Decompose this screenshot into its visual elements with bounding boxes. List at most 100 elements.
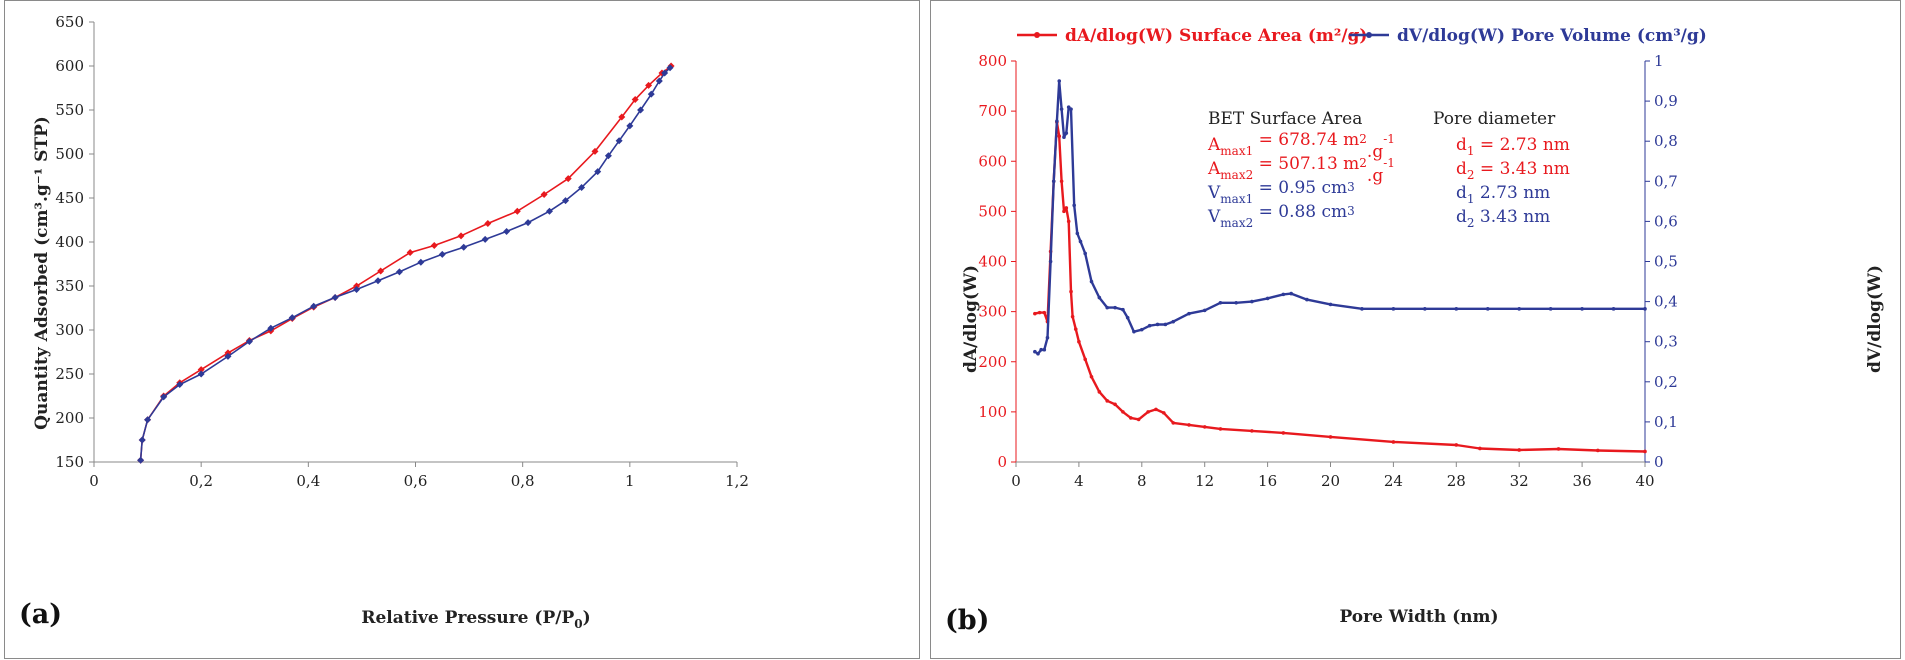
y-tick-label-left-b: 600 xyxy=(978,152,1007,170)
y-tick-label-right-b: 1 xyxy=(1654,52,1664,70)
data-point xyxy=(1089,279,1094,284)
y-tick-label-left-b: 500 xyxy=(978,202,1007,220)
data-point xyxy=(1066,219,1071,224)
data-point xyxy=(1517,307,1521,311)
data-point xyxy=(1083,357,1087,362)
data-point xyxy=(1147,323,1152,328)
data-point xyxy=(1072,203,1076,208)
data-point xyxy=(1073,327,1078,331)
annotation-block: BET Surface Area Pore diameter Amax1 = 6… xyxy=(1207,109,1570,230)
y-axis-label-left-b: dA/dlog(W) xyxy=(961,265,981,373)
data-point xyxy=(1478,446,1482,451)
y-tick-label-left-b: 100 xyxy=(978,403,1007,421)
y-tick-label-right-b: 0,5 xyxy=(1654,253,1678,271)
data-point xyxy=(1250,429,1254,433)
y-tick-label-a: 250 xyxy=(55,365,84,383)
data-point xyxy=(245,337,253,345)
data-point xyxy=(137,456,145,464)
data-point xyxy=(1069,107,1073,111)
y-tick-label-right-b: 0,7 xyxy=(1654,172,1678,190)
data-point xyxy=(288,314,296,322)
data-point xyxy=(406,249,414,257)
bet-header: BET Surface Area xyxy=(1208,109,1362,129)
data-point xyxy=(1048,259,1053,264)
data-point xyxy=(661,69,669,77)
data-point xyxy=(1423,307,1427,311)
data-point xyxy=(1125,315,1130,320)
data-point xyxy=(1218,427,1223,431)
isotherm-chart: 0 0,2 0,4 0,6 0,8 1 1,2 150 200 250 300 350 400 450 50… xyxy=(19,13,749,631)
data-point xyxy=(626,122,634,130)
legend-label-volume: dV/dlog(W) Pore Volume (cm³/g) xyxy=(1397,26,1707,46)
y-tick-label-a: 400 xyxy=(55,233,84,251)
data-point xyxy=(144,416,152,424)
x-tick-label-a: 0,2 xyxy=(189,472,213,490)
annotation-diameter: d2 3.43 nm xyxy=(1456,207,1550,230)
data-point xyxy=(562,197,570,205)
data-point xyxy=(1069,289,1073,294)
data-point xyxy=(1057,134,1062,138)
data-point xyxy=(1250,299,1254,304)
data-point xyxy=(197,370,205,378)
data-point xyxy=(1075,231,1080,236)
series-group-a xyxy=(137,62,675,464)
data-point xyxy=(1039,347,1043,352)
y-axis-label-right-b: dV/dlog(W) xyxy=(1865,265,1885,373)
x-tick-label-b: 32 xyxy=(1510,472,1529,490)
y-tick-label-right-b: 0 xyxy=(1654,453,1664,471)
y-tick-label-right-b: 0,8 xyxy=(1654,132,1678,150)
data-point xyxy=(1105,305,1110,310)
annotation-value: Vmax1 = 0.95 cm3 xyxy=(1207,178,1355,206)
x-tick-label-a: 0 xyxy=(89,472,99,490)
y-tick-label-right-b: 0,2 xyxy=(1654,373,1678,391)
x-tick-label-b: 36 xyxy=(1573,472,1592,490)
x-tick-label-a: 0,4 xyxy=(296,472,320,490)
data-point xyxy=(1132,329,1136,334)
data-point xyxy=(545,207,553,215)
data-point xyxy=(138,436,146,444)
data-point xyxy=(1140,327,1144,332)
data-point xyxy=(1077,339,1081,344)
y-tick-label-a: 600 xyxy=(55,57,84,75)
annotation-diameter: d1 2.73 nm xyxy=(1456,183,1550,206)
data-point xyxy=(1057,79,1062,83)
x-tick-label-b: 12 xyxy=(1195,472,1214,490)
data-point xyxy=(1202,308,1207,313)
data-point xyxy=(1113,402,1117,407)
data-point xyxy=(1064,206,1069,210)
y-tick-label-a: 450 xyxy=(55,189,84,207)
y-tick-label-left-b: 0 xyxy=(997,453,1007,471)
data-point xyxy=(1305,297,1309,302)
data-point xyxy=(1485,307,1490,311)
data-point xyxy=(645,81,653,89)
data-point xyxy=(481,235,489,243)
chart-panel-a: 0 0,2 0,4 0,6 0,8 1 1,2 150 200 250 300 350 400 450 50… xyxy=(4,0,920,659)
data-point xyxy=(374,277,382,285)
data-point xyxy=(1033,311,1037,316)
data-point xyxy=(417,258,425,266)
data-point xyxy=(594,168,602,176)
data-point xyxy=(353,286,361,294)
data-point xyxy=(1454,307,1459,311)
data-point xyxy=(377,267,385,275)
data-point xyxy=(457,232,465,240)
data-point xyxy=(197,366,205,374)
annotation-value: Amax1 = 678.74 m2.g-1 xyxy=(1207,130,1395,162)
axes-a: 0 0,2 0,4 0,6 0,8 1 1,2 150 200 250 300 350 400 450 50… xyxy=(55,13,749,490)
data-point xyxy=(1596,448,1600,453)
data-point xyxy=(1083,251,1087,256)
series-group-b xyxy=(1033,79,1647,454)
annotation-diameter: d2 = 3.43 nm xyxy=(1456,159,1570,182)
annotation-diameter: d1 = 2.73 nm xyxy=(1456,135,1570,158)
y-tick-label-a: 550 xyxy=(55,101,84,119)
data-point xyxy=(1146,410,1150,414)
data-point xyxy=(224,352,232,360)
legend: dA/dlog(W) Surface Area (m²/g) dV/dlog(W… xyxy=(1017,26,1707,46)
data-point xyxy=(1171,319,1176,324)
x-tick-label-b: 20 xyxy=(1321,472,1340,490)
x-tick-label-b: 24 xyxy=(1384,472,1403,490)
data-point xyxy=(1218,301,1223,305)
data-point xyxy=(1155,322,1160,327)
annotation-value: Vmax2 = 0.88 cm3 xyxy=(1207,202,1355,230)
y-tick-label-a: 650 xyxy=(55,13,84,31)
